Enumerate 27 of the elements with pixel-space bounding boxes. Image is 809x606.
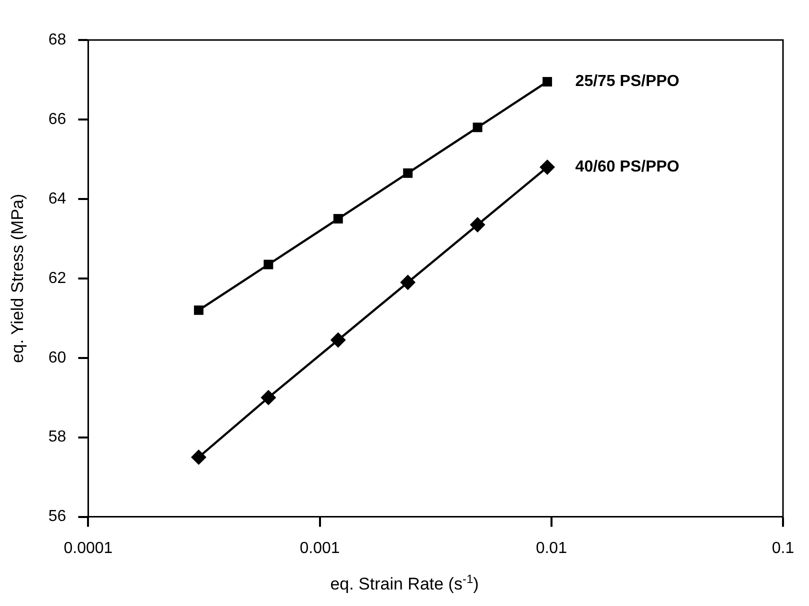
- y-tick-label: 68: [48, 31, 66, 48]
- x-axis-title: eq. Strain Rate (s$^{-1}$): [329, 572, 480, 595]
- point: [472, 122, 482, 132]
- point: [540, 160, 555, 175]
- series-label: 25/75 PS/PPO: [575, 73, 680, 90]
- point: [542, 76, 552, 86]
- point: [264, 260, 274, 270]
- y-tick-label: 56: [48, 508, 66, 526]
- point: [330, 332, 346, 348]
- y-axis-title: eq. Yield Stress (MPa): [8, 194, 27, 363]
- y-tick-label: 64: [48, 190, 66, 208]
- y-tick-label: 62: [48, 270, 66, 287]
- point: [260, 390, 276, 406]
- point: [191, 450, 206, 465]
- point: [400, 274, 416, 290]
- x-tick-label: 0.001: [300, 540, 340, 557]
- point: [333, 214, 343, 224]
- series-label: 40/60 PS/PPO: [575, 158, 680, 176]
- y-tick-label: 58: [48, 428, 66, 446]
- y-tick-label: 60: [48, 349, 66, 366]
- point: [403, 168, 413, 178]
- x-tick-label: 0.1: [772, 540, 794, 557]
- x-tick-label: 0.01: [536, 540, 568, 557]
- y-tick-label: 66: [48, 110, 66, 128]
- point: [470, 217, 486, 232]
- x-tick-label: 0.0001: [64, 540, 113, 557]
- point: [194, 305, 204, 315]
